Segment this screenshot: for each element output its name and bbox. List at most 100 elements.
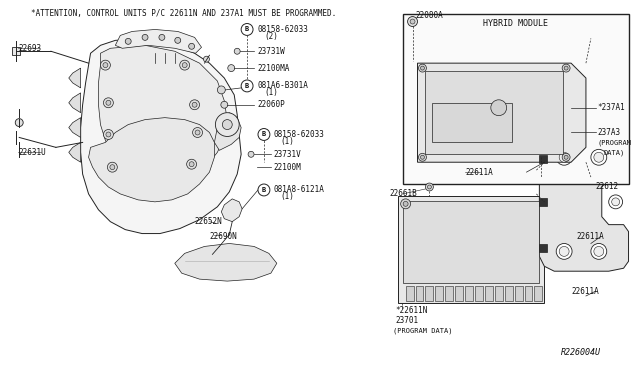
Circle shape: [609, 195, 623, 209]
Bar: [540, 244, 547, 252]
Circle shape: [258, 184, 270, 196]
Circle shape: [159, 35, 165, 40]
Text: (2): (2): [264, 32, 278, 41]
Circle shape: [594, 152, 604, 162]
Bar: [406, 286, 413, 301]
Polygon shape: [68, 118, 81, 137]
Polygon shape: [68, 93, 81, 113]
Circle shape: [241, 23, 253, 35]
Text: (1): (1): [281, 192, 294, 201]
Text: 22100MA: 22100MA: [257, 64, 289, 73]
Text: B: B: [245, 26, 249, 32]
Circle shape: [419, 64, 426, 72]
Circle shape: [100, 60, 110, 70]
Circle shape: [195, 130, 200, 135]
Circle shape: [612, 198, 620, 206]
Circle shape: [125, 38, 131, 44]
Bar: [397, 196, 545, 303]
Circle shape: [228, 65, 235, 71]
Text: *22611N: *22611N: [396, 306, 428, 315]
Circle shape: [594, 246, 604, 256]
Circle shape: [420, 66, 424, 70]
Circle shape: [559, 246, 569, 256]
Text: (PROGRAM DATA): (PROGRAM DATA): [393, 327, 452, 334]
Text: 22060P: 22060P: [257, 100, 285, 109]
Polygon shape: [88, 118, 214, 202]
Circle shape: [221, 101, 228, 108]
Circle shape: [193, 128, 202, 137]
Text: 08158-62033: 08158-62033: [257, 25, 308, 34]
Circle shape: [562, 64, 570, 72]
Circle shape: [556, 149, 572, 165]
Bar: [415, 286, 424, 301]
Circle shape: [182, 62, 187, 68]
Text: B: B: [245, 83, 249, 89]
Circle shape: [104, 98, 113, 108]
Text: 22661B: 22661B: [390, 189, 417, 198]
Polygon shape: [115, 29, 202, 53]
Circle shape: [106, 132, 111, 137]
Text: (1): (1): [264, 89, 278, 97]
Circle shape: [218, 86, 225, 94]
Text: 23701: 23701: [396, 316, 419, 325]
Text: 081A8-6121A: 081A8-6121A: [274, 186, 324, 195]
Circle shape: [410, 19, 415, 24]
Text: 22100M: 22100M: [274, 163, 301, 171]
Circle shape: [426, 183, 433, 191]
Text: (1): (1): [281, 137, 294, 146]
Bar: [426, 71, 563, 154]
Bar: [435, 286, 444, 301]
Bar: [515, 286, 522, 301]
Circle shape: [216, 113, 239, 137]
Circle shape: [564, 155, 568, 159]
Bar: [433, 103, 511, 142]
Circle shape: [408, 17, 417, 26]
Circle shape: [591, 149, 607, 165]
Circle shape: [591, 243, 607, 259]
Circle shape: [103, 62, 108, 68]
Bar: [540, 155, 547, 163]
Circle shape: [562, 153, 570, 161]
Circle shape: [187, 159, 196, 169]
Text: 22611A: 22611A: [571, 286, 599, 295]
Circle shape: [142, 35, 148, 40]
Polygon shape: [99, 45, 227, 172]
Text: 23731V: 23731V: [274, 150, 301, 159]
Bar: [465, 286, 473, 301]
Text: 22611A: 22611A: [576, 232, 604, 241]
Circle shape: [180, 60, 189, 70]
Circle shape: [241, 80, 253, 92]
Circle shape: [222, 120, 232, 129]
Circle shape: [258, 129, 270, 140]
Text: (PROGRAM: (PROGRAM: [598, 139, 632, 146]
Text: R226004U: R226004U: [561, 348, 601, 357]
Text: 23731W: 23731W: [257, 47, 285, 56]
Bar: [426, 286, 433, 301]
Circle shape: [564, 66, 568, 70]
Bar: [403, 14, 628, 184]
Bar: [455, 286, 463, 301]
Bar: [403, 201, 540, 283]
Bar: [540, 198, 547, 206]
Polygon shape: [68, 142, 81, 162]
Text: 22631U: 22631U: [18, 148, 46, 157]
Circle shape: [192, 102, 197, 107]
Text: 22690N: 22690N: [209, 232, 237, 241]
Circle shape: [420, 155, 424, 159]
Text: 22693: 22693: [18, 44, 42, 53]
Circle shape: [108, 162, 117, 172]
Polygon shape: [68, 68, 81, 88]
Text: HYBRID MODULE: HYBRID MODULE: [483, 19, 548, 28]
Text: 22080A: 22080A: [415, 11, 444, 20]
Polygon shape: [81, 38, 241, 234]
Polygon shape: [417, 63, 586, 162]
Circle shape: [104, 129, 113, 140]
Circle shape: [110, 165, 115, 170]
Circle shape: [175, 38, 180, 43]
Text: *ATTENTION, CONTROL UNITS P/C 22611N AND 237A1 MUST BE PROGRAMMED.: *ATTENTION, CONTROL UNITS P/C 22611N AND…: [31, 9, 337, 18]
Polygon shape: [175, 243, 277, 281]
Bar: [445, 286, 453, 301]
Circle shape: [556, 243, 572, 259]
Text: B: B: [262, 187, 266, 193]
Bar: [534, 286, 542, 301]
